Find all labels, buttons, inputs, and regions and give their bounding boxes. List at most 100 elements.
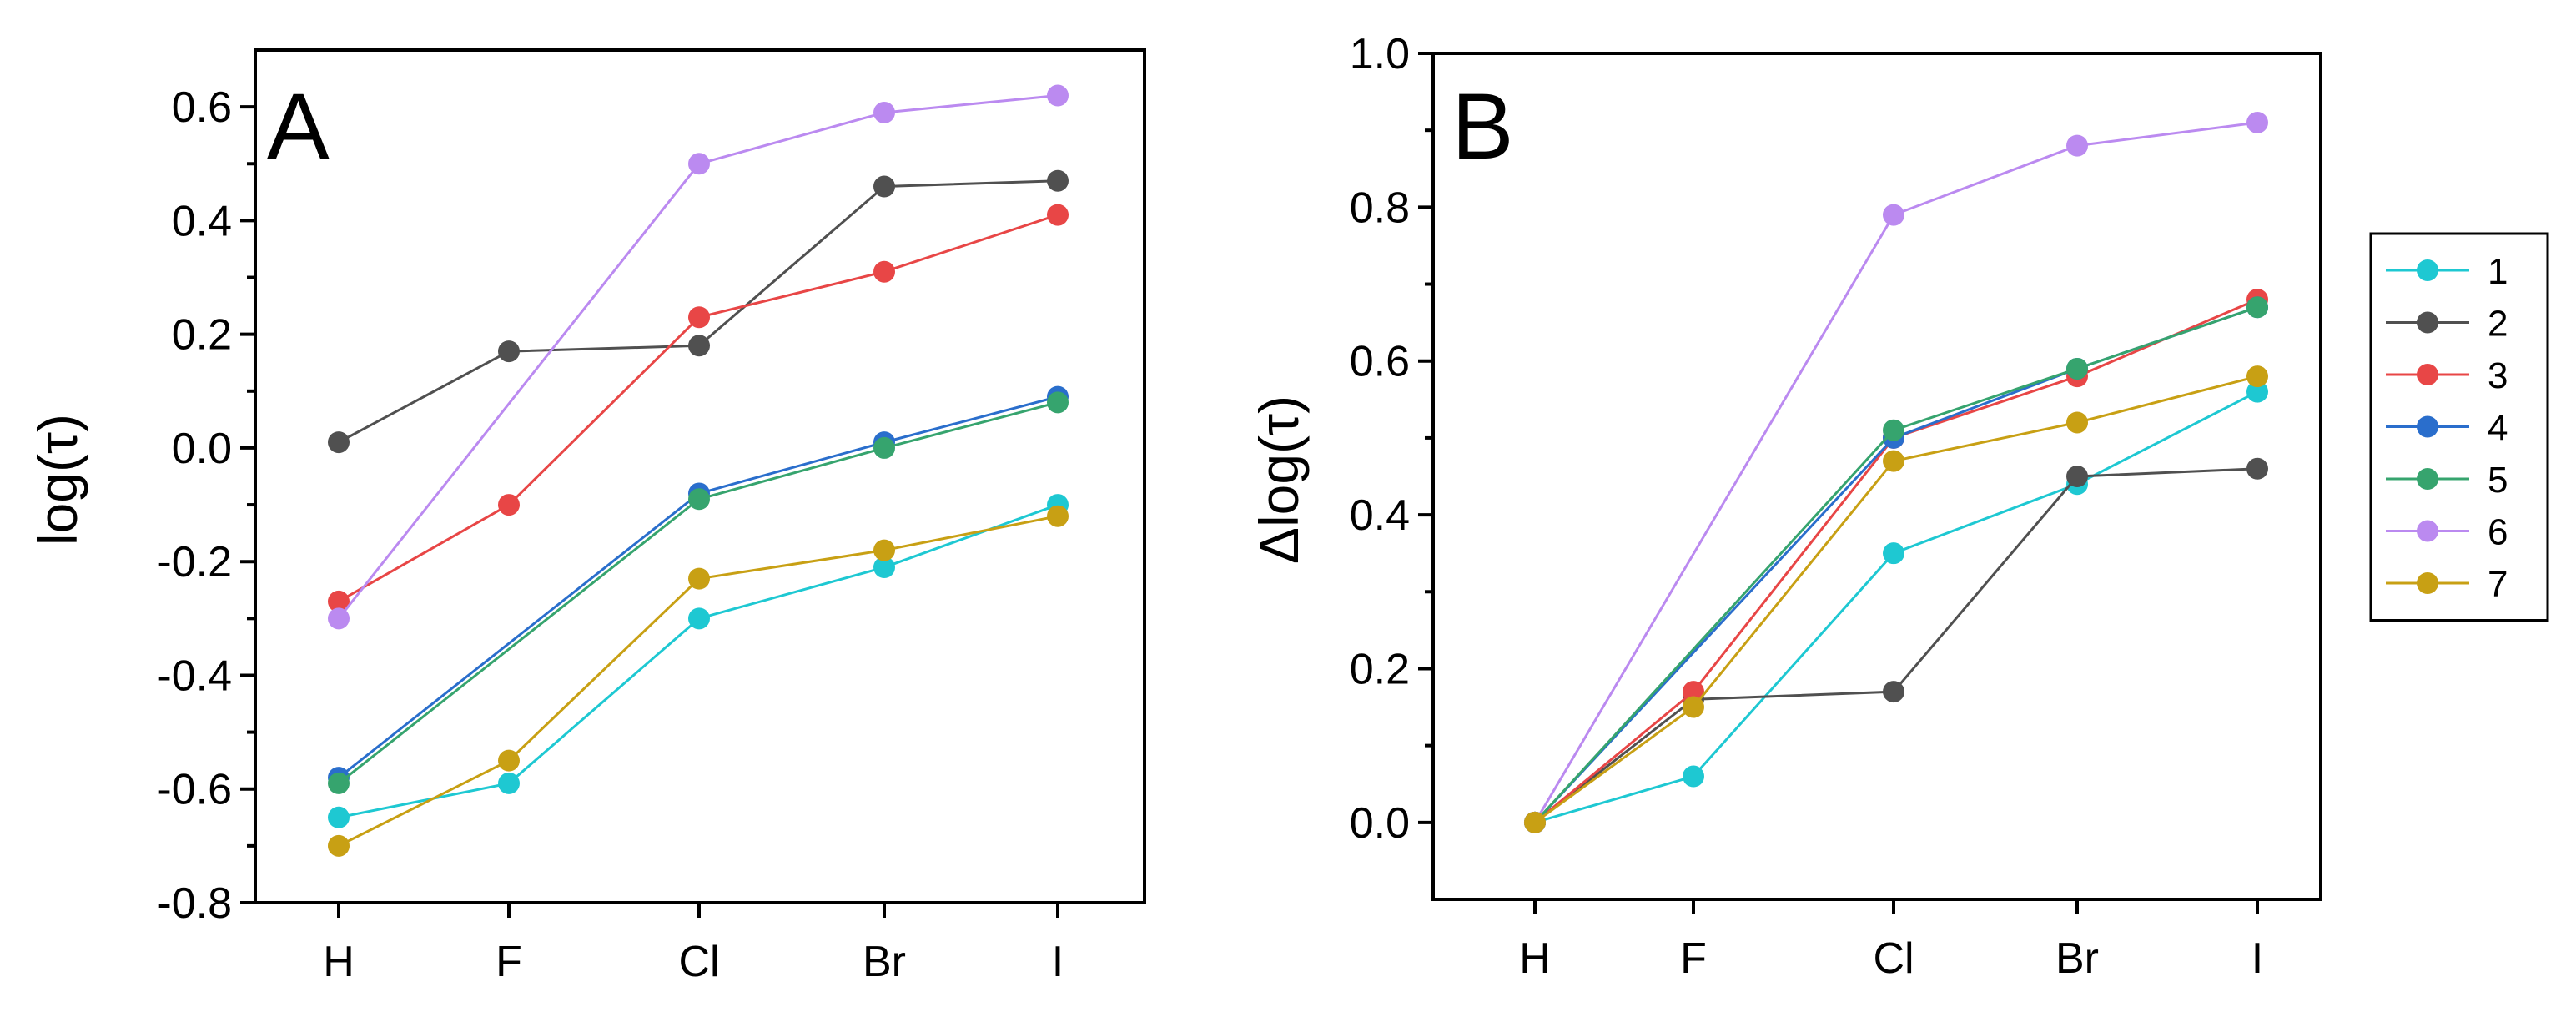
data-point-3 (873, 260, 895, 283)
data-point-7 (1047, 505, 1069, 527)
data-point-6 (328, 607, 350, 630)
data-point-3 (498, 494, 520, 516)
data-point-1 (1683, 765, 1704, 788)
legend-label: 7 (2488, 564, 2508, 605)
data-point-5 (688, 488, 710, 511)
y-tick-label: 0.2 (1350, 645, 1410, 693)
legend: 1 2 3 4 5 6 7 (2369, 232, 2549, 622)
series-1 (1524, 380, 2268, 833)
legend-entry-2: 2 (2386, 304, 2508, 345)
plot-frame (1431, 52, 2322, 901)
data-point-6 (1047, 84, 1069, 107)
data-point-2 (2246, 457, 2268, 480)
series-3 (328, 204, 1069, 612)
data-point-3 (328, 590, 350, 612)
legend-marker (2417, 415, 2438, 438)
panel-a: -0.8 -0.6 -0.4 -0.2 0.0 0.2 0.4 0.6 H F Cl Br Ilog(τ… (27, 48, 1146, 986)
y-tick-label: 1.0 (1350, 30, 1410, 78)
legend-marker (2417, 311, 2438, 334)
y-tick-label: 0.6 (1350, 338, 1410, 386)
y-axis-label: Δlog(τ) (1248, 395, 1310, 564)
x-tick-label: I (2251, 934, 2263, 983)
data-point-5 (873, 436, 895, 459)
y-tick-label: 0.8 (1350, 184, 1410, 232)
legend-label: 3 (2488, 355, 2508, 396)
legend-entry-1: 1 (2386, 251, 2508, 292)
x-tick-label: Cl (678, 938, 719, 986)
series-6 (328, 84, 1069, 630)
data-point-3 (1047, 204, 1069, 226)
legend-entry-3: 3 (2386, 355, 2508, 396)
data-point-6 (2066, 134, 2088, 157)
data-point-2 (873, 175, 895, 198)
x-tick-label: Br (2055, 934, 2099, 983)
data-point-6 (688, 153, 710, 175)
x-tick-label: Cl (1873, 934, 1914, 983)
panel-label: A (267, 74, 330, 179)
panel-b: 0.0 0.2 0.4 0.6 0.8 1.0 H F Cl Br I Δlog(τ) B (1248, 30, 2322, 983)
x-tick-label: I (1052, 938, 1064, 986)
data-point-2 (328, 431, 350, 454)
data-point-2 (1883, 681, 1904, 703)
y-tick-label: 0.0 (1350, 799, 1410, 848)
data-point-7 (328, 834, 350, 857)
y-tick-label: 0.6 (172, 83, 232, 132)
y-axis-label: log(τ) (27, 414, 88, 546)
panel-label: B (1452, 74, 1514, 179)
data-point-2 (1047, 169, 1069, 192)
data-point-2 (688, 335, 710, 357)
series-line-4 (1533, 305, 2258, 823)
x-tick-label: H (1519, 934, 1551, 983)
x-tick-label: Br (863, 938, 906, 986)
data-point-7 (2066, 411, 2088, 434)
data-point-7 (873, 539, 895, 561)
data-point-6 (2246, 111, 2268, 133)
legend-entry-5: 5 (2386, 460, 2508, 501)
legend-marker (2417, 520, 2438, 542)
data-point-1 (2246, 380, 2268, 403)
data-point-5 (2246, 296, 2268, 319)
legend-marker (2417, 259, 2438, 281)
data-point-6 (1883, 204, 1904, 226)
legend-entry-6: 6 (2386, 512, 2508, 553)
legend-entry-7: 7 (2386, 564, 2508, 605)
data-point-1 (688, 607, 710, 630)
legend-label: 5 (2488, 460, 2508, 501)
data-point-1 (873, 556, 895, 579)
series-2 (1524, 457, 2268, 833)
x-tick-label: F (496, 938, 522, 986)
legend-label: 2 (2488, 304, 2508, 345)
data-point-5 (328, 772, 350, 794)
data-point-7 (498, 749, 520, 772)
legend-label: 4 (2488, 408, 2508, 449)
x-tick-label: F (1680, 934, 1707, 983)
y-tick-label: -0.6 (157, 766, 232, 814)
x-tick-label: H (323, 938, 355, 986)
series-5 (328, 391, 1069, 794)
y-tick-label: 0.4 (1350, 491, 1410, 540)
legend-marker (2417, 468, 2438, 490)
legend-label: 1 (2488, 251, 2508, 292)
y-tick-label: 0.0 (172, 425, 232, 473)
series-line-5 (1533, 305, 2258, 823)
data-point-3 (1683, 681, 1704, 703)
data-point-3 (688, 306, 710, 329)
data-point-7 (1683, 696, 1704, 718)
series-line-5 (338, 400, 1059, 785)
y-tick-label: -0.2 (157, 538, 232, 586)
data-point-1 (328, 806, 350, 828)
legend-label: 6 (2488, 512, 2508, 553)
y-tick-label: 0.2 (172, 311, 232, 360)
legend-marker (2417, 572, 2438, 594)
data-point-5 (1883, 419, 1904, 441)
data-point-2 (2066, 466, 2088, 487)
series-7 (328, 505, 1069, 857)
legend-entry-4: 4 (2386, 408, 2508, 449)
y-tick-label: 0.4 (172, 197, 232, 245)
data-point-5 (2066, 357, 2088, 380)
data-point-2 (498, 340, 520, 363)
data-point-7 (688, 567, 710, 590)
series-2 (328, 169, 1069, 454)
data-point-7 (2246, 365, 2268, 388)
